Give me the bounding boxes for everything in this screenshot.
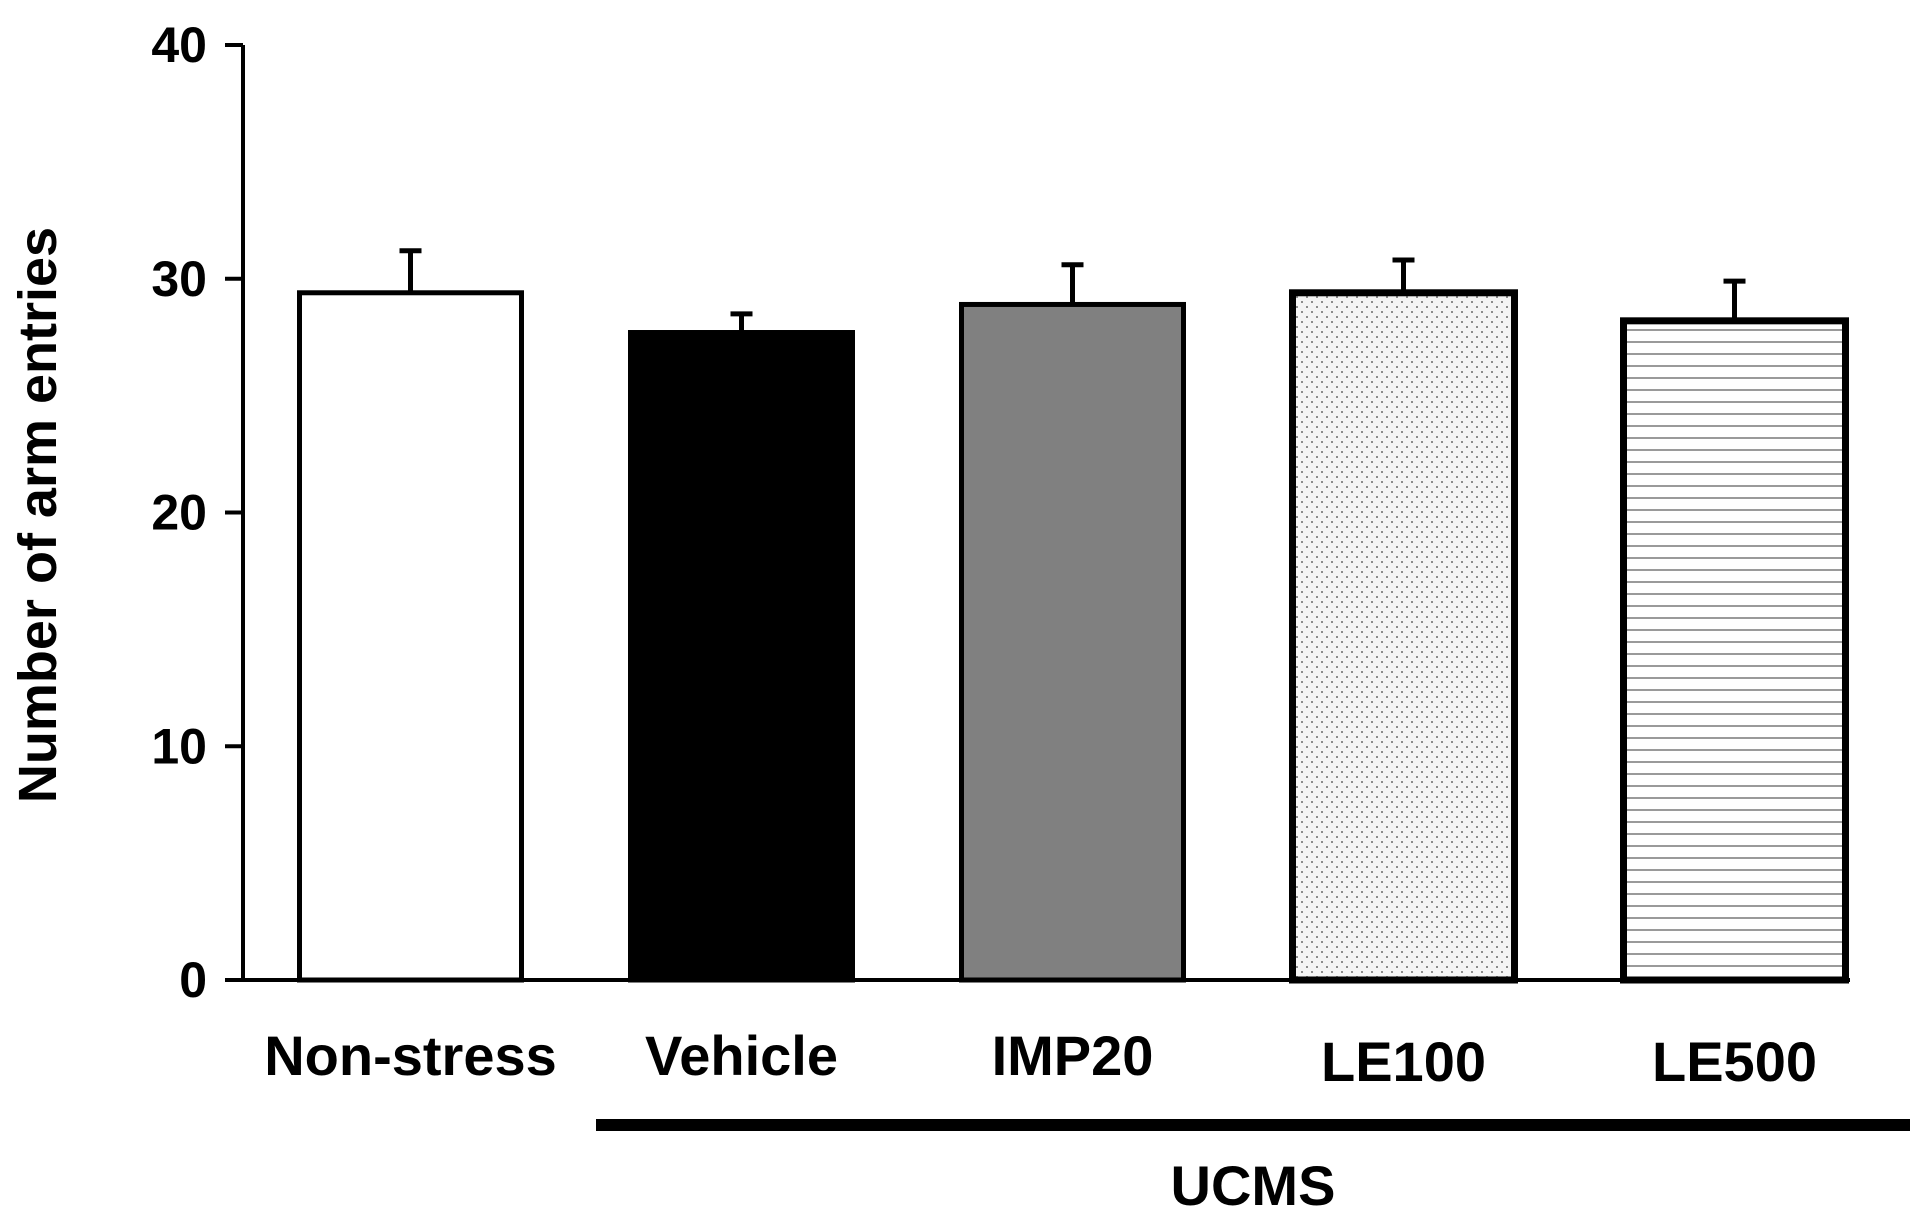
y-tick-label-0: 0 — [179, 952, 207, 1008]
group-label: UCMS — [1171, 1154, 1336, 1217]
y-tick-label-1: 10 — [151, 718, 207, 774]
bar-1 — [628, 330, 855, 983]
category-label-4: LE500 — [1652, 1030, 1817, 1093]
bar-4 — [1620, 317, 1849, 984]
category-label-2: IMP20 — [992, 1024, 1154, 1087]
category-label-1: Vehicle — [645, 1024, 838, 1087]
bar-3 — [1289, 289, 1518, 984]
bar-0 — [297, 290, 524, 983]
y-axis-title: Number of arm entries — [8, 227, 68, 803]
plot-area: Non-stress Vehicle IMP20 LE100 LE500 0 10 20 30 4… — [151, 17, 1910, 1217]
category-label-3: LE100 — [1321, 1030, 1486, 1093]
y-tick-label-4: 40 — [151, 17, 207, 73]
category-label-0: Non-stress — [264, 1024, 557, 1087]
bar-2 — [959, 301, 1186, 983]
y-tick-label-3: 30 — [151, 251, 207, 307]
y-tick-label-2: 20 — [151, 485, 207, 541]
